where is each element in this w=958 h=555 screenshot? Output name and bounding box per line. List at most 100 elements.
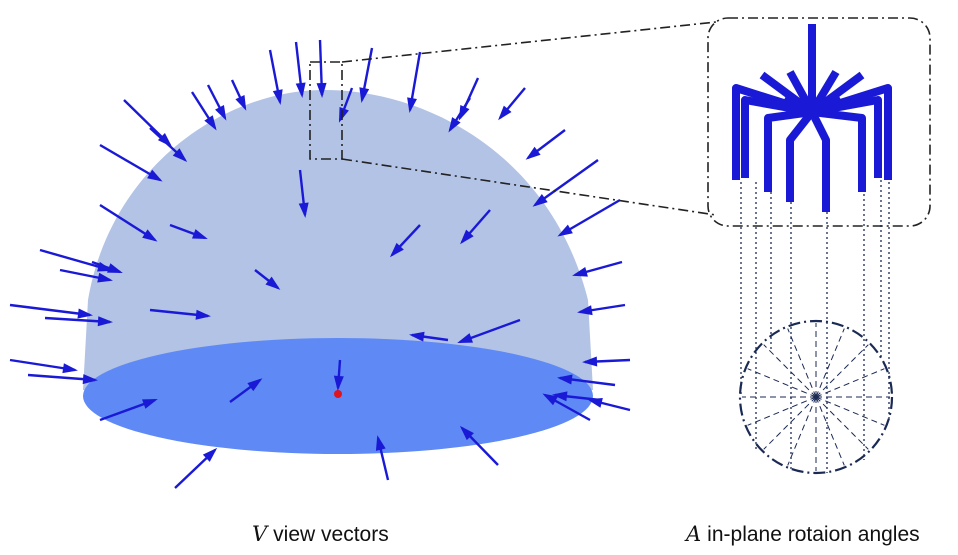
arrow-head-icon [572,266,588,277]
view-vectors [9,39,631,489]
view-vector-arrow [99,398,158,422]
arrow-head-icon [582,356,598,367]
view-vector-arrow [190,91,217,131]
arrow-head-icon [542,393,558,406]
angle-spoke [787,396,817,466]
view-vector-arrow [389,224,421,258]
view-vector-arrow [206,84,227,121]
arrow-head-icon [265,276,281,290]
view-vector-arrow [99,203,158,242]
view-vector-arrow [498,87,526,121]
arrow-head-icon [407,97,417,113]
angle-spoke [747,368,817,398]
angle-spoke [747,396,817,426]
arrow-head-icon [498,105,512,121]
view-vector-arrow [229,378,263,403]
view-vector-arrow [557,374,616,387]
view-vector-arrow [268,49,283,105]
view-vector-arrow [316,39,327,98]
hemisphere [83,89,593,454]
arrow-head-icon [557,224,573,237]
arrow-head-icon [62,363,78,374]
arrow-head-icon [333,375,344,391]
caption-symbol-v: V [252,522,268,546]
view-vector-arrow [375,435,390,481]
view-vector-arrow [577,303,626,316]
view-vector-arrow [460,209,491,245]
caption-text-v: view vectors [273,523,389,546]
arrow-head-icon [409,331,425,342]
angle-circle-outline [738,319,894,475]
angle-spoke [815,396,869,450]
arrow-head-icon [97,272,113,283]
zoom-line-bottom [341,158,717,216]
view-vector-arrow [542,393,591,422]
center-point [334,390,342,398]
arrow-head-icon [457,333,473,344]
angle-spokes [742,323,890,471]
angle-spoke [815,396,845,466]
view-vector-arrow [409,331,449,342]
arrow-head-icon [215,105,227,121]
view-vector-arrow [557,198,621,237]
arrow-head-icon [77,308,93,319]
view-vector-arrow [27,373,98,385]
view-vector-arrow [9,303,93,319]
view-vector-arrow [44,316,113,327]
angle-spoke [763,396,817,450]
arrow-head-icon [460,229,474,245]
arrow-head-icon [147,169,163,182]
view-vector-arrow [91,260,123,274]
angle-spoke [815,368,885,398]
angle-spoke [763,344,817,398]
view-vector-arrow [359,47,374,103]
view-vector-arrow [9,358,78,374]
zoom-callout [309,17,931,227]
angle-spoke [815,344,869,398]
view-vector-arrow [169,223,208,240]
arrow-head-icon [82,374,98,385]
view-vector-arrow [448,97,472,133]
view-vector-arrow [174,447,218,489]
angle-spoke [815,396,885,426]
arrow-head-icon [316,82,327,98]
arrow-head-icon [375,435,386,451]
arrow-head-icon [107,263,123,274]
view-vector-arrow [254,269,281,290]
arrow-head-icon [458,105,470,121]
arrow-head-icon [142,398,158,409]
view-vector-arrow [230,79,247,111]
hemisphere-dome [83,89,593,390]
view-vector-arrow [525,129,566,160]
arrow-head-icon [272,89,283,105]
arrow-head-icon [532,193,548,207]
arrow-head-icon [459,425,474,441]
view-vector-arrow [582,356,631,367]
view-vector-arrow [294,41,306,98]
arrow-head-icon [557,374,573,385]
caption-text-a: in-plane rotaion angles [707,523,920,546]
arrow-head-icon [552,391,568,402]
arrow-head-icon [389,242,404,258]
rotation-angle-circle [738,319,894,475]
view-vector-arrow [572,260,623,277]
arrow-head-icon [235,95,247,111]
arrow-head-icon [359,87,370,103]
arrow-head-icon [587,398,603,408]
view-vector-arrow [99,143,163,182]
projection-lines [740,180,890,473]
magnified-arrows [732,24,892,212]
view-vector-arrow [457,318,521,344]
view-vector-arrow [298,169,309,218]
view-vector-arrow [587,398,631,412]
angle-spoke [815,328,845,398]
view-vector-arrow [459,425,499,466]
arrow-head-icon [295,82,306,98]
view-vector-arrow [532,159,599,207]
angle-spoke [787,328,817,398]
view-vector-arrow [333,359,344,391]
arrow-head-icon [195,309,211,320]
arrow-head-icon [202,447,218,462]
